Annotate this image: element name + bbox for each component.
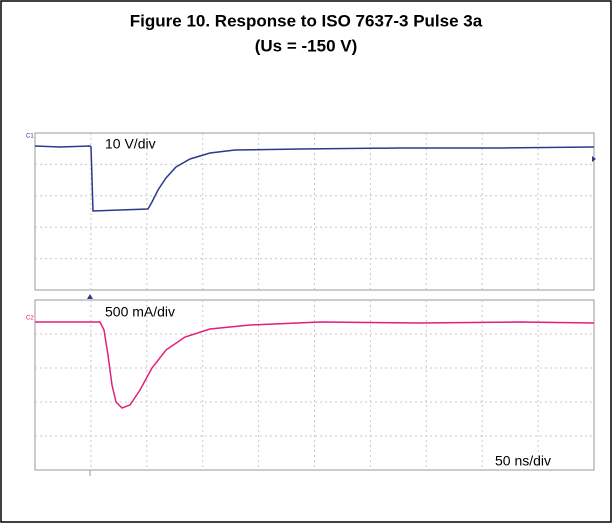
channel-label: C2 — [26, 316, 34, 322]
trigger-marker — [87, 294, 93, 299]
figure-title: Figure 10. Response to ISO 7637-3 Pulse … — [130, 11, 483, 30]
scale-label: 500 mA/div — [105, 304, 175, 320]
figure-subtitle: (Us = -150 V) — [255, 36, 358, 55]
channel-label: C1 — [26, 134, 34, 140]
scale-label: 10 V/div — [105, 136, 156, 152]
panel-frame — [34, 132, 595, 291]
scope-panel-1: C1 10 V/div — [26, 132, 596, 291]
timebase-label: 50 ns/div — [495, 453, 551, 469]
marker — [592, 156, 596, 162]
scope-panel-2: C2 500 mA/div 50 ns/div — [26, 294, 595, 476]
current-trace — [35, 321, 595, 409]
grid — [35, 300, 594, 470]
voltage-trace — [34, 145, 595, 212]
